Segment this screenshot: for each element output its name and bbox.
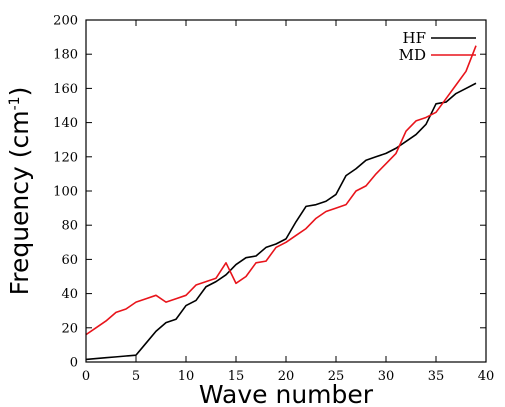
y-tick-label: 180 [53,48,78,63]
axes [85,19,487,363]
x-tick-label: 20 [278,369,295,384]
y-tick-label: 200 [53,14,78,29]
x-tick-label: 0 [82,369,90,384]
x-tick-label: 5 [132,369,140,384]
y-tick-label: 80 [61,219,78,234]
legend-label-hf: HF [403,29,427,47]
x-tick-label: 35 [428,369,445,384]
x-tick-label: 15 [228,369,245,384]
plot-area [85,45,477,361]
y-tick-label: 140 [53,116,78,131]
x-tick-label: 40 [478,369,495,384]
y-tick-label: 100 [53,185,78,200]
series-line-hf [85,82,477,361]
y-tick-label: 160 [53,82,78,97]
y-tick-label: 20 [61,321,78,336]
y-axis-label-superscript: -1 [7,96,23,110]
x-tick-label: 25 [328,369,345,384]
plot-frame [85,19,487,363]
x-axis-label: Wave number [199,380,374,407]
y-tick-label: 120 [53,150,78,165]
x-tick-label: 10 [178,369,195,384]
y-tick-label: 40 [61,287,78,302]
y-axis-label-suffix: ) [5,87,34,97]
y-tick-label: 60 [61,253,78,268]
y-tick-label: 0 [70,356,78,371]
x-tick-label: 30 [378,369,395,384]
legend-label-md: MD [399,46,426,64]
axis-labels: Wave number Frequency (cm-1) [5,87,374,407]
ticks: 0 5 10 15 20 25 30 35 40 0 20 40 60 80 100 120 140 160 180… [53,14,494,385]
y-axis-label: Frequency (cm-1) [5,87,34,296]
y-axis-label-main: Frequency (cm [5,110,34,295]
series-line-md [85,45,477,336]
